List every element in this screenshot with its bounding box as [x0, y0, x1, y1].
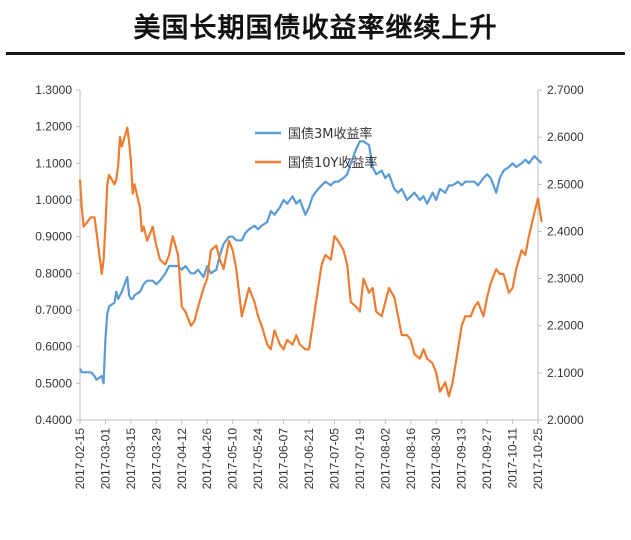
y-right-tick-label: 2.4000	[547, 224, 584, 238]
legend-label: 国债3M收益率	[288, 126, 373, 142]
x-tick-label: 2017-03-01	[98, 428, 112, 490]
x-tick-label: 2017-05-24	[251, 428, 265, 490]
x-tick-label: 2017-04-26	[200, 428, 214, 490]
y-left-tick-label: 0.5000	[35, 376, 72, 390]
x-tick-label: 2017-07-19	[353, 428, 367, 490]
x-tick-label: 2017-08-30	[429, 428, 443, 490]
x-tick-label: 2017-08-02	[378, 428, 392, 490]
x-tick-label: 2017-10-25	[531, 428, 545, 490]
x-tick-label: 2017-04-12	[175, 428, 189, 490]
y-right-tick-label: 2.7000	[547, 83, 584, 97]
x-tick-label: 2017-06-21	[302, 428, 316, 490]
y-right-tick-label: 2.6000	[547, 130, 584, 144]
y-left-tick-label: 0.6000	[35, 340, 72, 354]
y-left-tick-label: 1.3000	[35, 83, 72, 97]
y-left-tick-label: 0.8000	[35, 266, 72, 280]
y-left-tick-label: 0.4000	[35, 413, 72, 427]
x-tick-label: 2017-03-15	[124, 428, 138, 490]
y-left-tick-label: 0.9000	[35, 230, 72, 244]
y-right-tick-label: 2.3000	[547, 272, 584, 286]
y-left-tick-label: 0.7000	[35, 303, 72, 317]
y-right-tick-label: 2.2000	[547, 319, 584, 333]
y-left-tick-label: 1.2000	[35, 120, 72, 134]
x-tick-label: 2017-02-15	[73, 428, 87, 490]
y-left-tick-label: 1.0000	[35, 193, 72, 207]
y-left-tick-label: 1.1000	[35, 156, 72, 170]
x-tick-label: 2017-10-11	[506, 428, 520, 489]
x-tick-label: 2017-07-05	[327, 428, 341, 490]
series-line-1	[79, 140, 543, 385]
y-right-tick-label: 2.0000	[547, 413, 584, 427]
series-line-2	[78, 126, 543, 398]
x-tick-label: 2017-09-13	[455, 428, 469, 490]
legend-label: 国债10Y收益率	[288, 155, 377, 171]
series-layer	[78, 126, 543, 398]
x-tick-label: 2017-06-07	[277, 428, 291, 490]
x-tick-label: 2017-09-27	[480, 428, 494, 490]
title-underline	[6, 52, 625, 55]
axes: 0.4000 0.5000 0.6000 0.7000 0.8000 0.9000 1.00…	[35, 83, 584, 489]
x-tick-label: 2017-05-10	[226, 428, 240, 490]
y-right-tick-label: 2.5000	[547, 177, 584, 191]
x-tick-label: 2017-08-16	[404, 428, 418, 490]
y-right-tick-label: 2.1000	[547, 366, 584, 380]
x-tick-label: 2017-03-29	[149, 428, 163, 490]
chart-title: 美国长期国债收益率继续上升	[133, 13, 498, 44]
